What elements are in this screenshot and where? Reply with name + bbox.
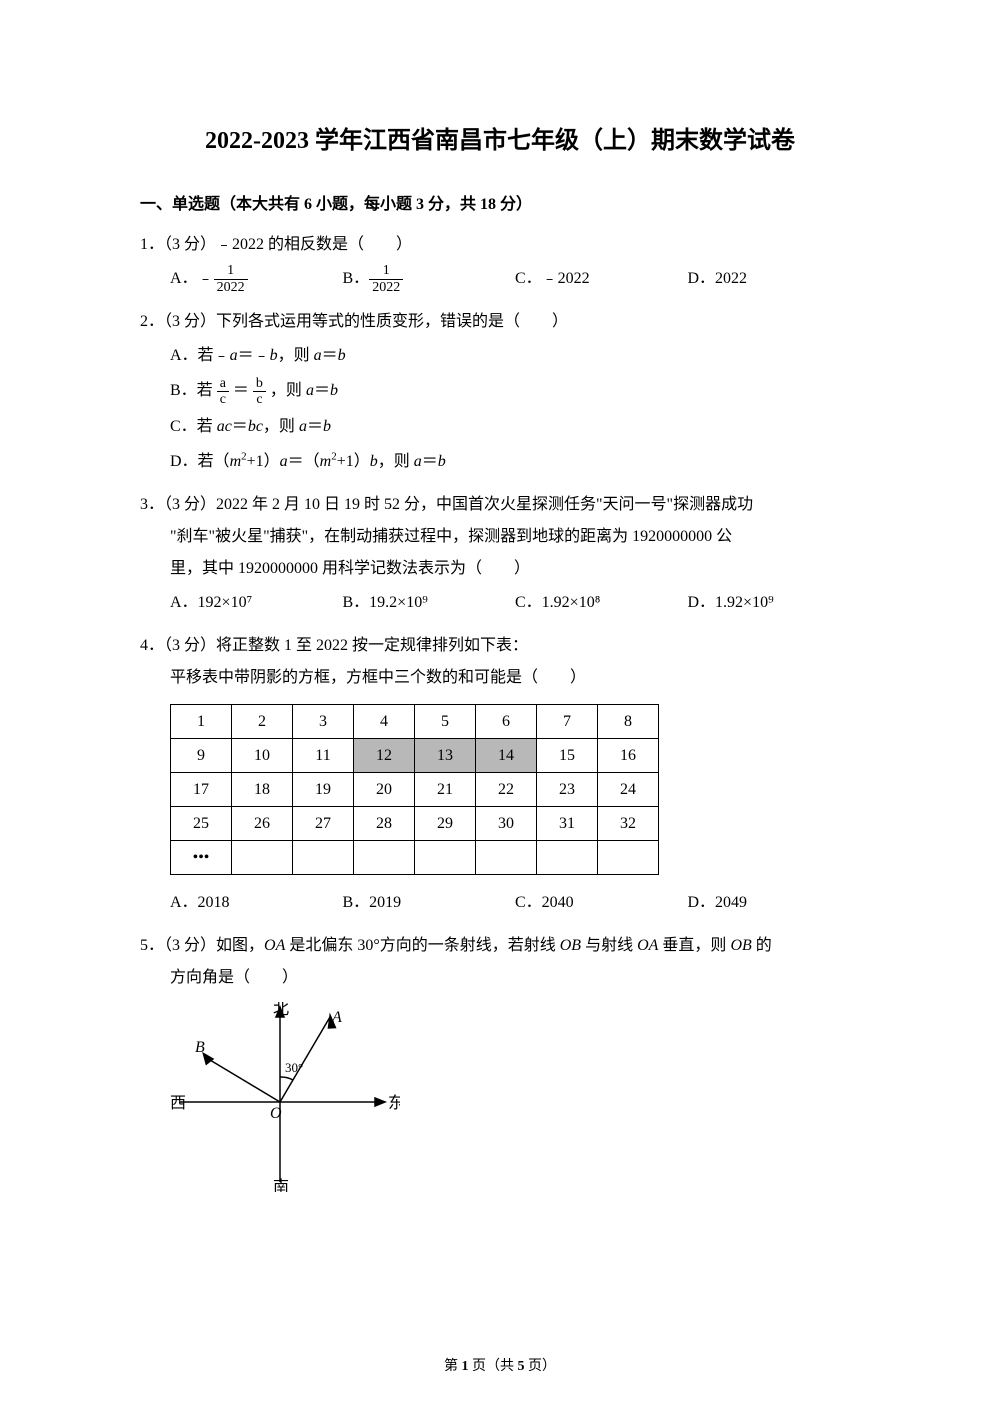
table-cell: 8 xyxy=(598,705,659,739)
q3-option-a: A．192×10⁷ xyxy=(170,585,343,620)
q2-options: A．若﹣a＝﹣b，则 a＝b B．若 ac ＝ bc ，则 a＝b C．若 ac… xyxy=(140,338,860,479)
table-cell: 26 xyxy=(232,807,293,841)
table-cell: 29 xyxy=(415,807,476,841)
table-cell: 28 xyxy=(354,807,415,841)
q3-options: A．192×10⁷ B．19.2×10⁹ C．1.92×10⁸ D．1.92×1… xyxy=(140,585,860,620)
table-cell: 15 xyxy=(537,739,598,773)
q4-option-a: A．2018 xyxy=(170,885,343,920)
table-cell: 25 xyxy=(171,807,232,841)
q1-option-b: B．12022 xyxy=(343,261,516,296)
angle-label: 30° xyxy=(285,1060,303,1075)
table-cell xyxy=(293,841,354,875)
table-cell: 21 xyxy=(415,773,476,807)
q4-line2: 平移表中带阴影的方框，方框中三个数的和可能是（ ） xyxy=(140,662,860,694)
point-o-label: O xyxy=(270,1105,282,1122)
table-cell: 10 xyxy=(232,739,293,773)
q1-option-a: A．﹣12022 xyxy=(170,261,343,296)
point-a-label: A xyxy=(331,1009,342,1026)
table-cell: 5 xyxy=(415,705,476,739)
table-cell: 12 xyxy=(354,739,415,773)
table-cell xyxy=(537,841,598,875)
page-footer: 第 1 页（共 5 页） xyxy=(0,1355,1000,1375)
table-cell: 31 xyxy=(537,807,598,841)
fraction-icon: bc xyxy=(253,376,266,408)
table-cell: 16 xyxy=(598,739,659,773)
q3-line1: 3．（3 分）2022 年 2 月 10 日 19 时 52 分，中国首次火星探… xyxy=(140,489,860,521)
table-cell xyxy=(415,841,476,875)
question-3: 3．（3 分）2022 年 2 月 10 日 19 时 52 分，中国首次火星探… xyxy=(140,489,860,620)
question-1: 1．（3 分）﹣2022 的相反数是（ ） A．﹣12022 B．12022 C… xyxy=(140,229,860,296)
compass-diagram: 北 南 东 西 A B O 30° xyxy=(170,1002,860,1204)
table-cell: 3 xyxy=(293,705,354,739)
q1-option-d: D．2022 xyxy=(688,261,861,296)
q4-line1: 4．（3 分）将正整数 1 至 2022 按一定规律排列如下表： xyxy=(140,630,860,662)
fraction-icon: ac xyxy=(217,376,229,408)
table-cell xyxy=(354,841,415,875)
q3-option-b: B．19.2×10⁹ xyxy=(343,585,516,620)
point-b-label: B xyxy=(195,1039,205,1056)
q2-stem: 2．（3 分）下列各式运用等式的性质变形，错误的是（ ） xyxy=(140,306,860,338)
fraction-icon: 12022 xyxy=(214,263,248,295)
q4-option-d: D．2049 xyxy=(688,885,861,920)
q5-line1: 5．（3 分）如图，OA 是北偏东 30°方向的一条射线，若射线 OB 与射线 … xyxy=(140,930,860,962)
q2-option-d: D．若（m2+1）a＝（m2+1）b，则 a＝b xyxy=(170,444,860,479)
east-label: 东 xyxy=(388,1094,400,1112)
compass-icon: 北 南 东 西 A B O 30° xyxy=(170,1002,400,1192)
west-label: 西 xyxy=(170,1095,186,1112)
q2-option-c: C．若 ac＝bc，则 a＝b xyxy=(170,409,860,444)
table-cell: 22 xyxy=(476,773,537,807)
table-cell: 32 xyxy=(598,807,659,841)
table-cell: 9 xyxy=(171,739,232,773)
table-cell: 19 xyxy=(293,773,354,807)
table-cell: 2 xyxy=(232,705,293,739)
q3-option-c: C．1.92×10⁸ xyxy=(515,585,688,620)
q3-line3: 里，其中 1920000000 用科学记数法表示为（ ） xyxy=(140,553,860,585)
south-label: 南 xyxy=(273,1178,289,1192)
table-cell: 30 xyxy=(476,807,537,841)
q4-options: A．2018 B．2019 C．2040 D．2049 xyxy=(140,885,860,920)
question-2: 2．（3 分）下列各式运用等式的性质变形，错误的是（ ） A．若﹣a＝﹣b，则 … xyxy=(140,306,860,479)
q3-line2: "刹车"被火星"捕获"，在制动捕获过程中，探测器到地球的距离为 19200000… xyxy=(140,521,860,553)
fraction-icon: 12022 xyxy=(369,263,403,295)
table-cell: 1 xyxy=(171,705,232,739)
table-cell: 24 xyxy=(598,773,659,807)
q2-option-a: A．若﹣a＝﹣b，则 a＝b xyxy=(170,338,860,373)
table-cell xyxy=(598,841,659,875)
table-cell: 7 xyxy=(537,705,598,739)
table-cell: 6 xyxy=(476,705,537,739)
q4-table: 1234567891011121314151617181920212223242… xyxy=(170,704,659,875)
table-cell: 13 xyxy=(415,739,476,773)
q1-option-c: C．﹣2022 xyxy=(515,261,688,296)
q2-option-b: B．若 ac ＝ bc ，则 a＝b xyxy=(170,373,860,408)
table-cell: 11 xyxy=(293,739,354,773)
q1-stem: 1．（3 分）﹣2022 的相反数是（ ） xyxy=(140,229,860,261)
table-cell: 4 xyxy=(354,705,415,739)
q1-options: A．﹣12022 B．12022 C．﹣2022 D．2022 xyxy=(140,261,860,296)
table-cell xyxy=(476,841,537,875)
table-cell: 14 xyxy=(476,739,537,773)
section-header: 一、单选题（本大共有 6 小题，每小题 3 分，共 18 分） xyxy=(140,190,860,214)
table-cell xyxy=(232,841,293,875)
north-label: 北 xyxy=(273,1002,289,1018)
q3-option-d: D．1.92×10⁹ xyxy=(688,585,861,620)
table-cell: ••• xyxy=(171,841,232,875)
q5-line2: 方向角是（ ） xyxy=(140,962,860,994)
table-cell: 18 xyxy=(232,773,293,807)
table-cell: 27 xyxy=(293,807,354,841)
page-title: 2022-2023 学年江西省南昌市七年级（上）期末数学试卷 xyxy=(140,120,860,155)
question-4: 4．（3 分）将正整数 1 至 2022 按一定规律排列如下表： 平移表中带阴影… xyxy=(140,630,860,920)
question-5: 5．（3 分）如图，OA 是北偏东 30°方向的一条射线，若射线 OB 与射线 … xyxy=(140,930,860,1204)
table-cell: 23 xyxy=(537,773,598,807)
table-cell: 20 xyxy=(354,773,415,807)
q4-option-b: B．2019 xyxy=(343,885,516,920)
table-cell: 17 xyxy=(171,773,232,807)
q4-option-c: C．2040 xyxy=(515,885,688,920)
